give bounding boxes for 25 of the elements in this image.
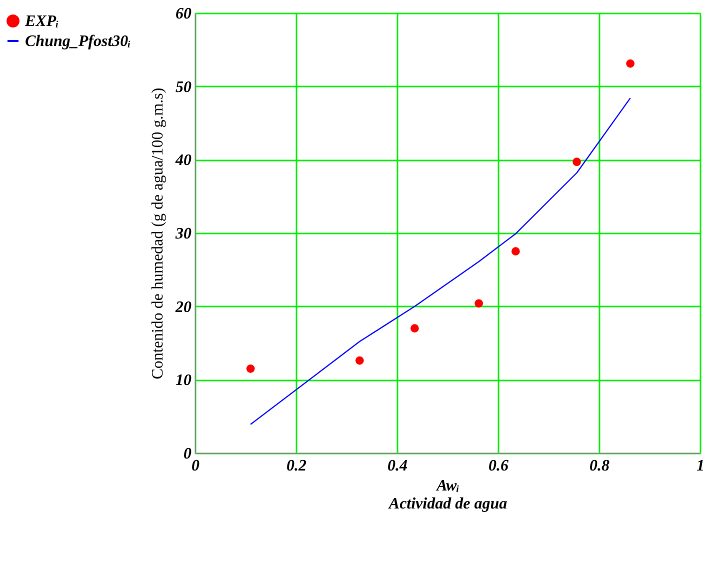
x-tick-label: 0.4	[388, 458, 408, 474]
point	[572, 158, 581, 166]
x-axis-title: Awᵢ	[436, 478, 460, 494]
y-axis-title: Contenido de humedad (g de agua/100 g.m.s)	[150, 88, 166, 380]
y-tick-label: 30	[174, 226, 192, 242]
x-tick-label: 0.2	[286, 458, 306, 474]
y-tick-label: 40	[174, 152, 192, 170]
y-tick-label: 60	[176, 6, 192, 22]
legend-label: EXPᵢ	[24, 13, 60, 30]
point	[511, 247, 520, 256]
y-tick-label: 0	[184, 446, 192, 462]
text: Actividad de agua	[388, 496, 508, 512]
y-tick-label: 20	[174, 298, 192, 316]
y-tick-label: 10	[176, 372, 192, 390]
point	[626, 59, 634, 68]
point	[410, 324, 419, 333]
line-series	[250, 97, 631, 425]
x-tick-label: 0.8	[590, 458, 610, 474]
point	[246, 364, 255, 373]
point	[474, 299, 483, 308]
point	[355, 356, 364, 365]
legend-label: Chung_Pfost30ᵢ	[25, 33, 132, 50]
y-tick-label: 50	[176, 78, 192, 96]
x-tick-label: 1	[696, 458, 704, 474]
x-tick-label: 0.6	[488, 458, 508, 474]
